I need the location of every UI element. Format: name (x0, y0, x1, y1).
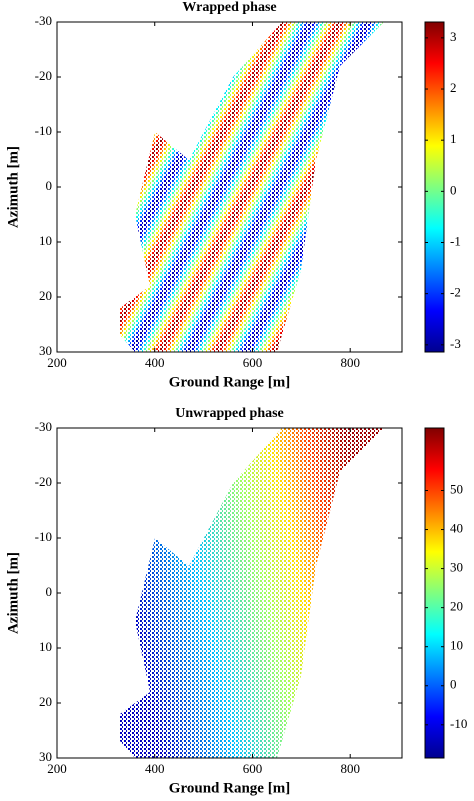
colorbar-tick-label: 3 (450, 29, 457, 44)
colorbar-tick-label: 0 (450, 182, 457, 197)
colorbar-tick-label: -2 (450, 285, 461, 300)
colorbar-tick-label: 30 (450, 560, 463, 575)
y-tick-label: -30 (35, 419, 52, 434)
y-tick-label: -30 (35, 13, 52, 28)
point-cloud (120, 22, 384, 758)
x-tick-label: 200 (47, 355, 67, 370)
x-tick-label: 200 (47, 761, 67, 776)
x-axis-label: Ground Range [m] (169, 780, 290, 796)
y-tick-label: -10 (35, 123, 52, 138)
x-tick-label: 800 (340, 355, 360, 370)
y-tick-label: 10 (39, 639, 52, 654)
colorbar-tick-label: 40 (450, 521, 463, 536)
colorbar-tick-label: -1 (450, 233, 461, 248)
colorbar-tick-label: 50 (450, 481, 463, 496)
y-tick-label: 20 (39, 694, 52, 709)
y-tick-label: -20 (35, 68, 52, 83)
x-axis-label: Ground Range [m] (169, 374, 290, 390)
chart-title: Wrapped phase (182, 0, 276, 15)
chart-title: Unwrapped phase (175, 406, 284, 421)
x-tick-label: 600 (243, 761, 263, 776)
y-axis-label: Azimuth [m] (5, 146, 21, 228)
y-tick-label: -20 (35, 474, 52, 489)
colorbar-tick-label: 0 (450, 677, 457, 692)
colorbar-tick-label: 20 (450, 599, 463, 614)
x-tick-label: 400 (145, 355, 165, 370)
y-tick-label: 10 (39, 233, 52, 248)
colorbar (424, 427, 445, 759)
y-tick-label: 0 (46, 178, 53, 193)
colorbar-tick-label: -3 (450, 336, 461, 351)
y-tick-label: 30 (39, 749, 52, 764)
x-tick-label: 600 (243, 355, 263, 370)
y-tick-label: 20 (39, 288, 52, 303)
colorbar-tick-label: -10 (450, 716, 467, 731)
colorbar-tick-label: 1 (450, 131, 457, 146)
y-tick-label: -10 (35, 529, 52, 544)
colorbar-tick-label: 10 (450, 638, 463, 653)
y-axis-label: Azimuth [m] (5, 552, 21, 634)
y-tick-label: 30 (39, 343, 52, 358)
y-tick-label: 0 (46, 584, 53, 599)
colorbar (424, 21, 445, 353)
x-tick-label: 800 (340, 761, 360, 776)
colorbar-tick-label: 2 (450, 80, 457, 95)
x-tick-label: 400 (145, 761, 165, 776)
